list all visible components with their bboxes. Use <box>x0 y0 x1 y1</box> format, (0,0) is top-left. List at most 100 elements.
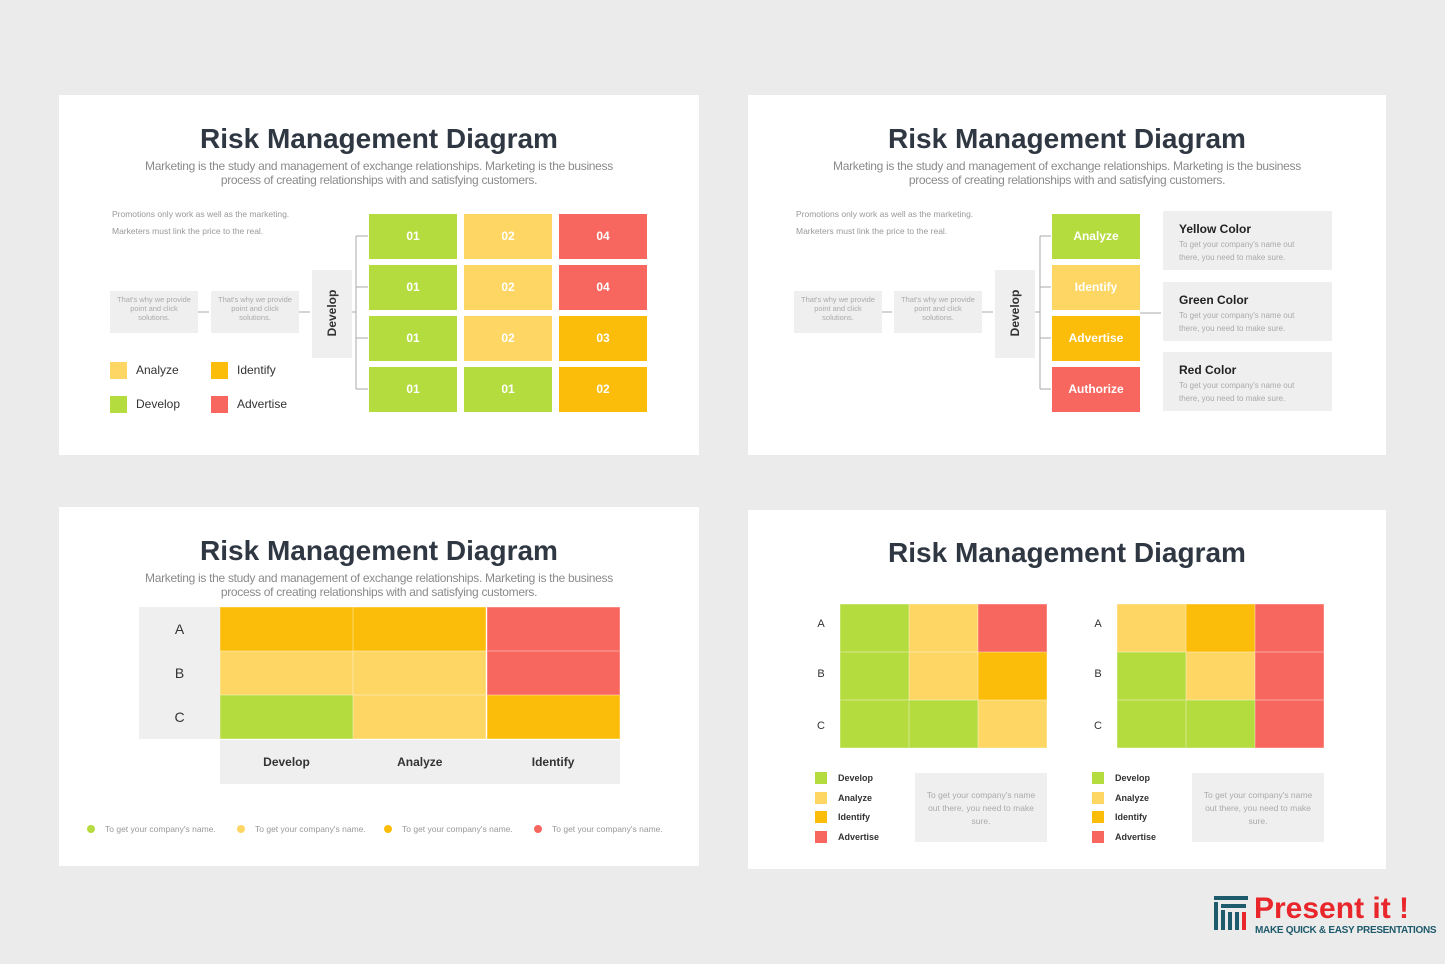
grid-cell: 04 <box>559 265 647 310</box>
brand: Present it ! MAKE QUICK & EASY PRESENTAT… <box>1214 892 1437 942</box>
matrix-cell <box>1186 604 1255 652</box>
matrix-cell <box>909 652 978 700</box>
matrix-cell <box>353 607 487 651</box>
card-title: Yellow Color <box>1179 222 1252 236</box>
stage: Analyze <box>1052 214 1140 259</box>
grid-cell: 01 <box>464 367 552 412</box>
connectors <box>198 235 368 390</box>
note-box: To get your company's name out there, yo… <box>915 773 1047 842</box>
matrix-cell <box>1117 700 1186 748</box>
column-label: Analyze <box>397 755 443 769</box>
legend-swatch <box>815 811 827 824</box>
legend-swatch <box>815 791 827 804</box>
slide-title: Risk Management Diagram <box>200 123 558 154</box>
legend-swatch <box>110 362 127 379</box>
slide-subtitle: Marketing is the study and management of… <box>145 159 613 173</box>
matrix-cell <box>840 700 909 748</box>
legend-label: Develop <box>136 397 181 411</box>
note-text: To get your company's name out there, yo… <box>926 790 1036 826</box>
grid-cell: 01 <box>369 316 457 361</box>
matrix-cell <box>909 604 978 652</box>
slide: Risk Management Diagram Marketing is the … <box>59 507 699 866</box>
matrix-cell <box>978 604 1047 652</box>
matrix-cell <box>978 700 1047 748</box>
footer-text: To get your company's name. <box>255 824 366 834</box>
legend-label: Analyze <box>136 363 179 377</box>
slide: Risk Management Diagram A B C Develop Analyze… <box>748 510 1386 869</box>
legend-label: Develop <box>838 773 874 783</box>
slide: Risk Management Diagram Marketing is the … <box>59 95 699 455</box>
side-label: Develop <box>1008 289 1022 337</box>
card: Yellow Color To get your company's name o… <box>1163 211 1332 270</box>
matrix-cell <box>840 652 909 700</box>
slide-subtitle: Marketing is the study and management of… <box>145 571 613 585</box>
column-label: Develop <box>263 755 310 769</box>
note: Marketers must link the price to the rea… <box>112 226 264 236</box>
legend-label: Analyze <box>838 792 873 803</box>
brand-tagline: MAKE QUICK & EASY PRESENTATIONS <box>1255 925 1437 936</box>
step-box: That's why we provide point and click so… <box>110 291 198 333</box>
row-label: B <box>139 651 220 695</box>
matrix-cell <box>1117 652 1186 700</box>
footer-dot <box>87 825 95 833</box>
matrix-cell <box>220 651 353 695</box>
brand-icon <box>1214 896 1248 930</box>
slide-subtitle: process of creating relationships with a… <box>908 173 1226 187</box>
note-box: To get your company's name out there, yo… <box>1192 773 1324 842</box>
stage: Identify <box>1052 265 1140 310</box>
legend-swatch <box>211 362 228 379</box>
row-label: A <box>139 607 220 651</box>
step-box: That's why we provide point and click so… <box>211 291 299 333</box>
grid-cell: 02 <box>464 265 552 310</box>
matrix-cell <box>1255 652 1324 700</box>
legend-swatch <box>1092 791 1104 804</box>
brand-name: Present it ! <box>1254 892 1410 925</box>
matrix-cell <box>220 607 353 651</box>
grid-cell: 01 <box>369 214 457 259</box>
matrix-cell <box>1255 604 1324 652</box>
slide-title: Risk Management Diagram <box>888 123 1246 154</box>
footer-dot <box>384 825 392 833</box>
card-text: To get your company's name out there, yo… <box>1179 381 1295 403</box>
grid-cell: 03 <box>559 316 647 361</box>
stage: Advertise <box>1052 316 1140 361</box>
legend-label: Advertise <box>838 832 880 843</box>
legend-swatch <box>815 772 827 784</box>
matrix-cell <box>353 651 487 695</box>
row-label: A <box>817 618 825 630</box>
slide-title: Risk Management Diagram <box>888 537 1246 568</box>
legend-label: Advertise <box>237 397 288 411</box>
grid-cell: 01 <box>369 265 457 310</box>
grid-cell: 01 <box>369 367 457 412</box>
row-label: A <box>1094 618 1102 630</box>
row-label: B <box>1094 668 1102 680</box>
row-label: C <box>1094 720 1102 732</box>
footer-dot <box>534 825 542 833</box>
note: Promotions only work as well as the mark… <box>112 209 290 219</box>
footer-text: To get your company's name. <box>402 824 513 834</box>
matrix-cell <box>1255 700 1324 748</box>
grid-cell: 02 <box>464 214 552 259</box>
card: Green Color To get your company's name ou… <box>1163 281 1332 341</box>
slide-title: Risk Management Diagram <box>200 535 558 566</box>
slide: Risk Management Diagram Marketing is the … <box>748 95 1386 455</box>
legend-swatch <box>1092 831 1104 844</box>
note: Marketers must link the price to the rea… <box>796 226 948 236</box>
matrix-cell <box>220 695 353 739</box>
step-box: That's why we provide point and click so… <box>894 291 982 333</box>
legend-label: Identify <box>1115 812 1148 823</box>
slide-subtitle: process of creating relationships with a… <box>220 585 538 599</box>
row-label: B <box>817 668 825 680</box>
side-label: Develop <box>325 289 339 337</box>
side-box: Develop <box>995 270 1035 358</box>
legend-swatch <box>815 831 827 844</box>
legend-label: Develop <box>1115 773 1151 783</box>
grid-cell: 04 <box>559 214 647 259</box>
slide-subtitle: process of creating relationships with a… <box>220 173 538 187</box>
card-title: Red Color <box>1179 363 1237 377</box>
card-title: Green Color <box>1179 292 1249 307</box>
note: Promotions only work as well as the mark… <box>796 209 974 219</box>
footer-dot <box>237 825 245 833</box>
matrix-cell <box>1186 652 1255 700</box>
